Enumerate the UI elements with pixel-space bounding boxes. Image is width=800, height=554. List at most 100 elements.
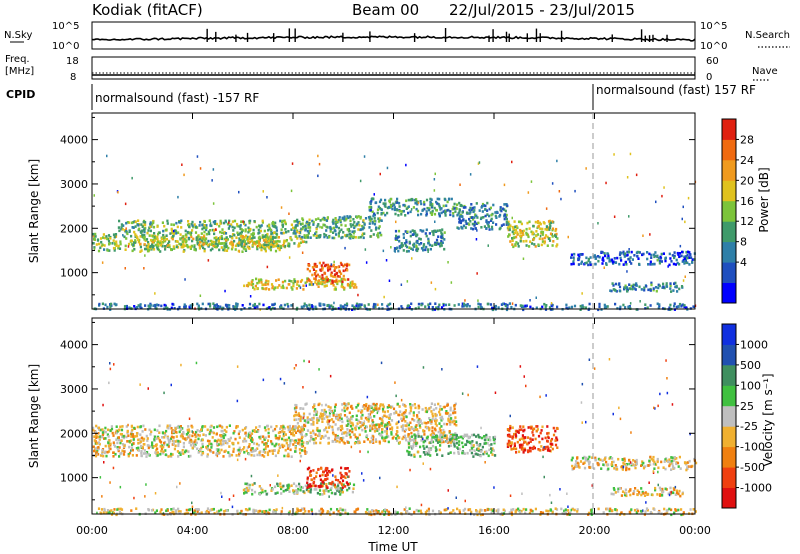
velocity-echo-cell <box>351 490 354 494</box>
power-echo-cell <box>434 172 436 176</box>
power-echo-cell <box>315 236 318 239</box>
velocity-echo-cell <box>312 484 315 488</box>
power-echo-cell <box>167 242 170 246</box>
power-echo-cell <box>516 231 519 234</box>
power-echo-cell <box>533 243 536 246</box>
velocity-echo-cell <box>331 480 334 484</box>
power-echo-cell <box>675 258 678 262</box>
power-echo-cell <box>183 237 186 241</box>
velocity-echo-cell <box>332 414 335 417</box>
power-echo-cell <box>93 194 95 197</box>
power-echo-cell <box>320 264 323 267</box>
power-echo-cell <box>187 231 190 235</box>
power-echo-cell <box>357 236 360 239</box>
velocity-echo-cell <box>321 480 324 484</box>
velocity-echo-cell <box>221 426 224 429</box>
velocity-echo-cell <box>334 405 337 409</box>
power-echo-cell <box>614 302 617 306</box>
velocity-echo-cell <box>417 422 420 425</box>
nsearch-tick-top: 10^5 <box>700 21 727 32</box>
power-echo-cell <box>382 202 385 205</box>
power-echo-cell <box>312 283 315 286</box>
velocity-echo-cell <box>383 438 386 441</box>
velocity-echo-cell <box>516 430 519 433</box>
power-echo-cell <box>548 226 552 229</box>
power-echo-cell <box>476 272 478 275</box>
power-echo-cell <box>425 212 428 216</box>
velocity-echo-cell <box>532 434 535 437</box>
velocity-echo-cell <box>313 413 316 417</box>
power-echo-cell <box>187 220 190 223</box>
power-echo-cell <box>256 281 259 285</box>
power-echo-cell <box>522 257 525 260</box>
power-echo-cell <box>180 226 183 229</box>
velocity-echo-cell <box>371 427 374 431</box>
velocity-echo-cell <box>267 435 270 438</box>
power-echo-cell <box>259 229 262 233</box>
velocity-echo-cell <box>352 487 355 490</box>
power-echo-cell <box>335 271 339 275</box>
velocity-echo-cell <box>672 459 675 462</box>
power-echo-cell <box>311 273 314 277</box>
velocity-echo-cell <box>529 440 532 443</box>
velocity-echo-cell <box>365 404 368 408</box>
power-echo-cell <box>532 238 535 241</box>
velocity-echo-cell <box>417 433 420 436</box>
velocity-echo-cell <box>122 443 125 446</box>
velocity-echo-cell <box>458 447 461 451</box>
power-echo-cell <box>505 220 508 224</box>
velocity-echo-cell <box>193 440 196 444</box>
power-echo-cell <box>624 252 627 255</box>
velocity-echo-cell <box>522 438 525 441</box>
velocity-echo-cell <box>227 438 230 441</box>
velocity-echo-cell <box>164 453 167 456</box>
power-echo-cell <box>341 217 344 220</box>
power-echo-cell <box>425 210 428 213</box>
velocity-echo-cell <box>104 426 107 430</box>
power-echo-cell <box>472 218 475 221</box>
velocity-echo-cell <box>262 450 265 453</box>
power-echo-cell <box>264 247 267 251</box>
power-echo-cell <box>337 275 340 278</box>
velocity-echo-cell <box>413 433 416 436</box>
power-echo-cell <box>519 220 522 224</box>
power-echo-cell <box>440 306 444 309</box>
power-echo-cell <box>261 287 264 290</box>
power-echo-cell <box>393 203 396 207</box>
velocity-echo-cell <box>438 410 441 414</box>
velocity-echo-cell <box>135 447 138 450</box>
power-echo-cell <box>349 219 352 223</box>
velocity-echo-cell <box>107 450 111 453</box>
velocity-echo-cell <box>159 445 162 448</box>
velocity-echo-cell <box>282 484 285 488</box>
power-echo-cell <box>243 243 246 246</box>
power-echo-cell <box>326 236 329 239</box>
power-echo-cell <box>204 238 207 242</box>
nave-label: Nave <box>752 66 778 77</box>
velocity-echo-cell <box>263 426 267 429</box>
velocity-echo-cell <box>301 425 304 429</box>
velocity-echo-cell <box>351 415 354 418</box>
power-echo-cell <box>290 280 293 283</box>
power-echo-cell <box>519 231 522 235</box>
power-echo-cell <box>123 235 126 239</box>
velocity-echo-cell <box>330 418 334 421</box>
power-echo-cell <box>427 239 430 243</box>
power-echo-cell <box>111 242 114 245</box>
velocity-echo-cell <box>295 484 298 488</box>
power-echo-cell <box>652 287 655 290</box>
velocity-echo-cell <box>256 453 259 457</box>
velocity-echo-cell <box>407 446 411 449</box>
velocity-echo-cell <box>371 410 374 414</box>
power-echo-cell <box>440 231 443 234</box>
velocity-echo-cell <box>95 424 98 428</box>
velocity-echo-cell <box>197 451 200 454</box>
velocity-echo-cell <box>438 435 441 439</box>
velocity-echo-cell <box>522 429 525 433</box>
power-echo-cell <box>378 206 381 210</box>
power-echo-cell <box>353 282 356 286</box>
power-echo-cell <box>242 220 244 223</box>
velocity-echo-cell <box>104 444 107 448</box>
power-echo-cell <box>393 247 397 250</box>
velocity-echo-cell <box>117 436 120 439</box>
